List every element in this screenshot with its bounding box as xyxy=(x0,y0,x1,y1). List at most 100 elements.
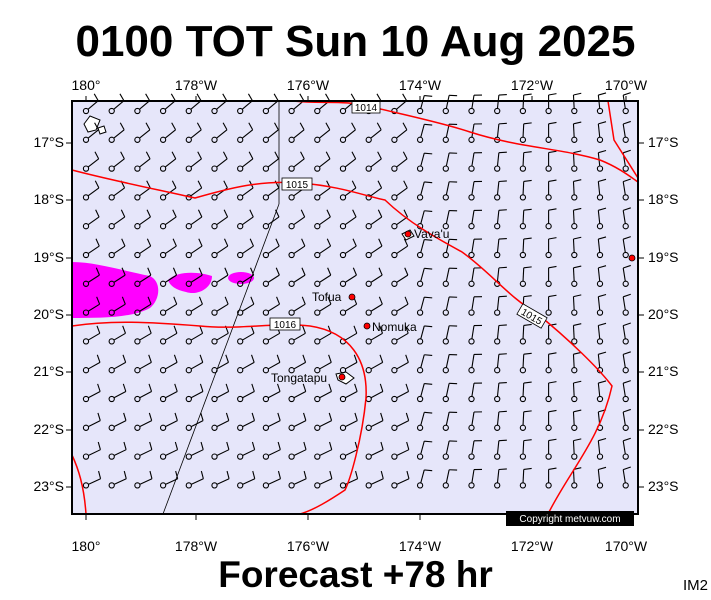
wind-barb-station xyxy=(237,395,244,403)
lon-label-bottom: 174°W xyxy=(399,538,442,554)
precipitation-area xyxy=(72,262,254,318)
wind-barb-flag xyxy=(173,296,178,305)
wind-barb-station xyxy=(442,367,449,374)
wind-barb-flag xyxy=(598,380,607,384)
wind-barb-shaft xyxy=(420,325,425,340)
wind-barb-flag xyxy=(122,383,127,392)
wind-barb-station xyxy=(108,107,115,115)
wind-barb-shaft xyxy=(445,440,450,455)
wind-barb-flag xyxy=(148,354,152,363)
wind-barb-flag xyxy=(623,236,631,240)
wind-barb-flag xyxy=(121,296,126,305)
wind-barb-shaft xyxy=(471,152,475,167)
wind-barb-station xyxy=(134,280,141,287)
axis-ticks xyxy=(66,96,644,520)
wind-barb-flag xyxy=(623,178,631,183)
wind-barb-shaft xyxy=(370,332,383,341)
wind-barb-station xyxy=(185,395,192,403)
wind-barb-station xyxy=(442,165,449,172)
wind-barb-shaft xyxy=(216,129,228,139)
lat-label-right: 18°S xyxy=(648,191,679,207)
wind-barb-shaft xyxy=(597,296,601,311)
wind-barb-station xyxy=(365,453,372,460)
wind-barb-station xyxy=(108,367,115,374)
wind-barb-station xyxy=(468,453,475,460)
wind-barb-shaft xyxy=(319,478,333,485)
wind-barb-station xyxy=(391,194,398,201)
wind-barb-shaft xyxy=(370,274,383,283)
wind-barb-station xyxy=(108,194,115,201)
wind-barb-flag xyxy=(498,209,507,211)
wind-barb-shaft xyxy=(344,245,357,255)
wind-barb-station xyxy=(262,107,270,115)
wind-barb-station xyxy=(468,280,475,287)
wind-barb-shaft xyxy=(396,100,408,110)
wind-barb-flag xyxy=(498,122,507,125)
wind-barb-shaft xyxy=(522,123,525,138)
wind-barb-shaft xyxy=(267,158,279,168)
wind-barb-flag xyxy=(623,351,631,355)
wind-barb-flag xyxy=(424,469,433,472)
wind-barb-flag xyxy=(378,267,383,276)
wind-barb-flag xyxy=(523,467,532,470)
wind-barb-shaft xyxy=(319,187,331,197)
wind-barb-shaft xyxy=(242,420,255,428)
wind-barb-station xyxy=(442,107,449,115)
wind-barb-shaft xyxy=(597,239,601,253)
wind-barb-shaft xyxy=(164,216,177,226)
wind-barb-station xyxy=(339,395,347,403)
wind-barb-station xyxy=(211,280,218,287)
wind-barb-station xyxy=(314,453,321,460)
wind-barb-shaft xyxy=(420,239,425,253)
wind-barb-station xyxy=(571,136,578,143)
wind-barb-flag xyxy=(173,354,178,363)
wind-barb-shaft xyxy=(165,449,178,456)
wind-barb-station xyxy=(519,280,527,287)
wind-barb-shaft xyxy=(293,449,307,456)
wind-barb-station xyxy=(519,223,527,230)
wind-barb-station xyxy=(391,136,398,143)
wind-barb-flag xyxy=(147,296,152,305)
wind-barb-station xyxy=(185,338,192,345)
wind-barb-station xyxy=(237,424,244,431)
wind-barb-flag xyxy=(623,322,631,327)
wind-barb-shaft xyxy=(293,303,306,312)
wind-barb-shaft xyxy=(572,210,575,224)
wind-barb-station xyxy=(134,482,141,489)
wind-barb-flag xyxy=(523,439,532,442)
wind-barb-shaft xyxy=(572,325,575,339)
wind-barb-shaft xyxy=(597,181,601,195)
wind-barb-station xyxy=(314,367,321,374)
wind-barb-station xyxy=(185,482,192,489)
lon-label-bottom: 170°W xyxy=(605,538,648,554)
wind-barb-flag xyxy=(120,209,126,218)
wind-barb-flag xyxy=(250,354,255,363)
wind-barb-flag xyxy=(548,237,557,240)
wind-barb-flag xyxy=(523,93,532,96)
wind-barb-flag xyxy=(404,296,409,305)
lon-label-top: 174°W xyxy=(399,77,442,93)
wind-barb-flag xyxy=(598,437,607,442)
wind-barb-flag xyxy=(274,122,279,131)
wind-barb-station xyxy=(391,251,398,259)
wind-barb-station xyxy=(365,136,372,143)
wind-barb-station xyxy=(571,453,578,460)
wind-barb-station xyxy=(596,280,604,287)
wind-barb-station xyxy=(391,165,398,172)
wind-barb-flag xyxy=(354,383,358,392)
wind-barb-shaft xyxy=(396,361,409,370)
wind-barb-flag xyxy=(377,180,383,189)
wind-barb-shaft xyxy=(597,469,601,483)
lat-label-left: 20°S xyxy=(33,306,64,322)
wind-barb-shaft xyxy=(496,210,500,224)
wind-barb-shaft xyxy=(496,267,500,282)
wind-barb-flag xyxy=(498,238,507,240)
wind-barb-station xyxy=(416,194,424,201)
wind-barb-station xyxy=(159,309,167,316)
wind-barb-shaft xyxy=(318,129,331,139)
wind-barb-station xyxy=(571,107,578,115)
wind-barb-shaft xyxy=(139,100,151,110)
wind-barb-shaft xyxy=(319,158,331,168)
wind-barb-station xyxy=(134,107,141,115)
